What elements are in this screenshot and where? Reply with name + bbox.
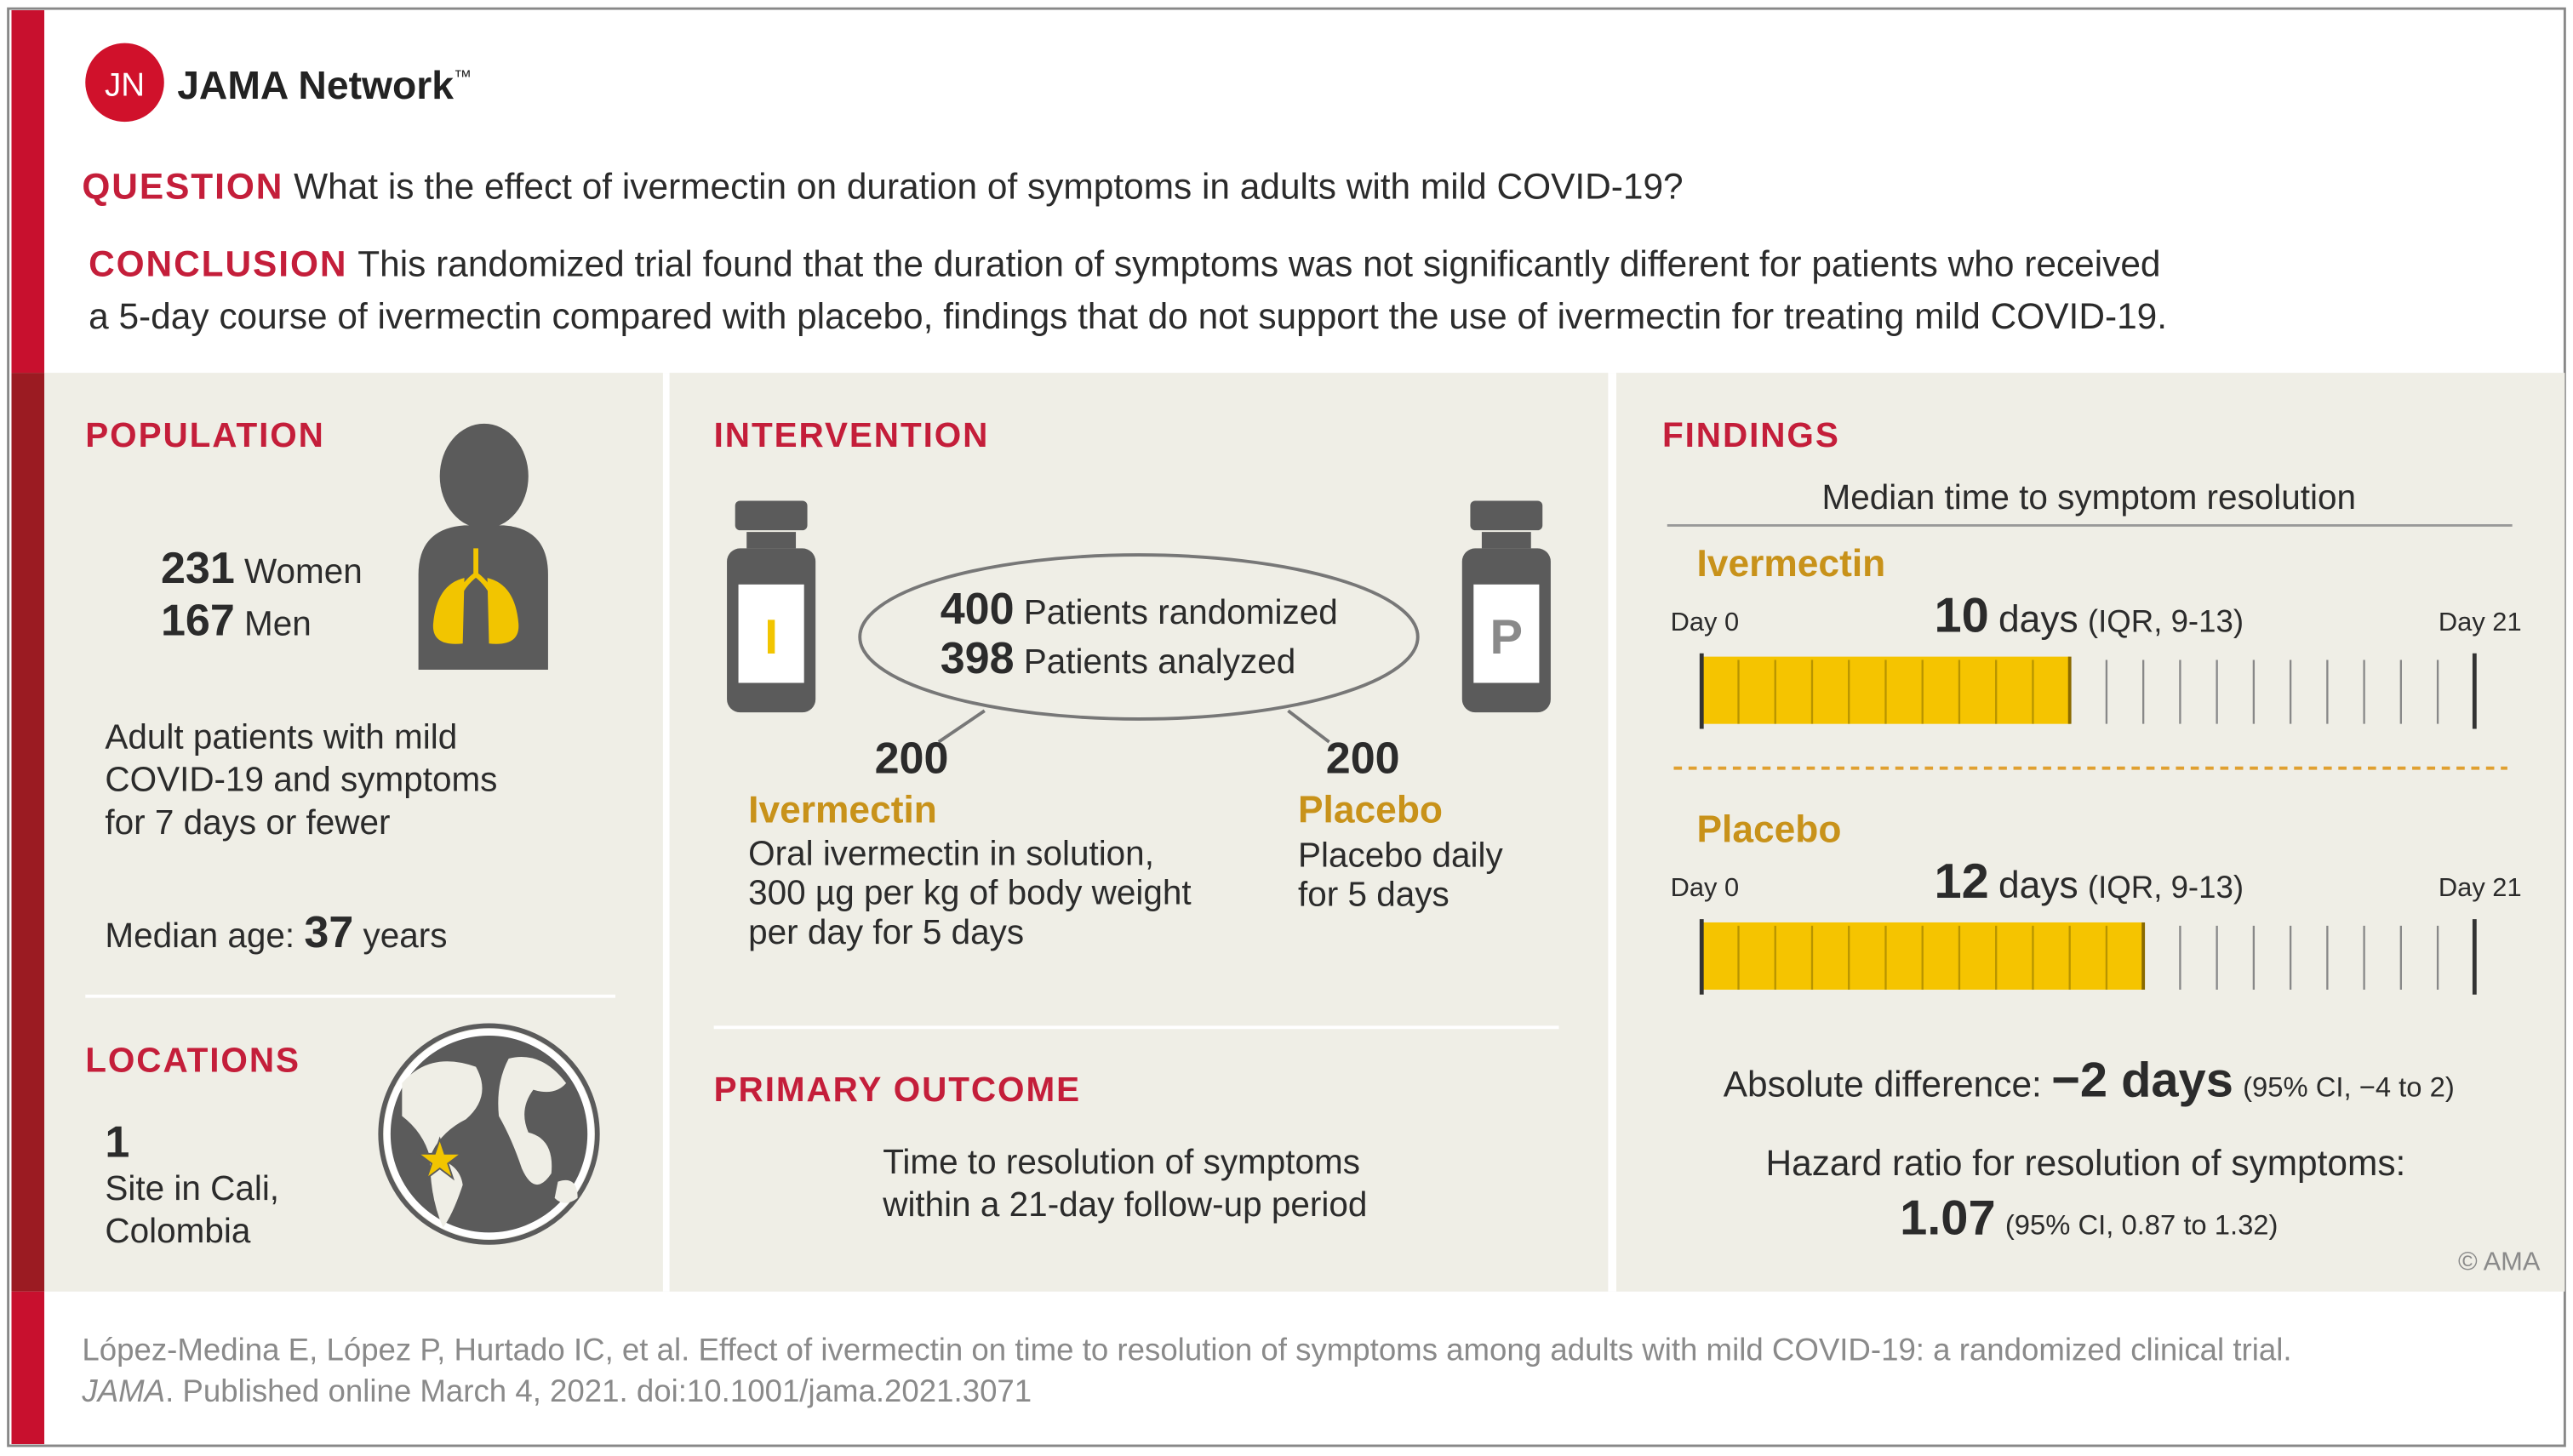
arm-name: Ivermectin bbox=[1696, 543, 1885, 585]
iqr: (IQR, 9-13) bbox=[2088, 870, 2244, 905]
absolute-difference: Absolute difference: −2 days (95% CI, −4… bbox=[1724, 1053, 2455, 1107]
vial-label: I bbox=[764, 610, 778, 665]
ci: (95% CI, 0.87 to 1.32) bbox=[2005, 1208, 2279, 1240]
randomization-ellipse bbox=[858, 553, 1420, 721]
day-label: Day 21 bbox=[2439, 607, 2522, 637]
heading: PRIMARY OUTCOME bbox=[714, 1070, 1081, 1109]
total-label: Patients randomized bbox=[1024, 592, 1338, 631]
value: 37 bbox=[304, 908, 353, 957]
heading: FINDINGS bbox=[1662, 415, 1840, 454]
vial-label: P bbox=[1490, 610, 1524, 665]
arm-count: 200 bbox=[1326, 734, 1400, 784]
value: −2 days bbox=[2051, 1053, 2233, 1107]
unit: days bbox=[1998, 599, 2078, 641]
trademark: ™ bbox=[454, 67, 472, 87]
unit: years bbox=[363, 916, 448, 955]
separator bbox=[1608, 373, 1617, 1292]
copyright: © AMA bbox=[2458, 1247, 2541, 1276]
heading: POPULATION bbox=[85, 415, 325, 454]
day-label: Day 21 bbox=[2439, 872, 2522, 902]
person-icon bbox=[418, 423, 548, 671]
accent-bar bbox=[11, 373, 45, 1292]
logo-initials: JN bbox=[105, 66, 145, 103]
description: COVID-19 and symptoms bbox=[105, 760, 497, 799]
vial-icon bbox=[1461, 500, 1551, 713]
arm-description: 300 µg per kg of body weight bbox=[748, 873, 1192, 912]
count: 1 bbox=[105, 1118, 129, 1168]
description: Site in Cali, bbox=[105, 1168, 279, 1208]
citation-text: . Published online March 4, 2021. doi:10… bbox=[165, 1373, 1032, 1408]
timelines: Day 0 Day 21 Day 0 Day 21 bbox=[1671, 607, 2522, 995]
group-label: Women bbox=[244, 551, 363, 591]
logo-mark bbox=[85, 43, 164, 123]
question-text: What is the effect of ivermectin on dura… bbox=[294, 167, 1684, 207]
group-label: Men bbox=[244, 604, 312, 643]
question: QUESTION What is the effect of ivermecti… bbox=[82, 167, 1683, 207]
connector bbox=[937, 709, 986, 744]
accent-bar bbox=[11, 10, 45, 374]
logo-name-text: JAMA Network bbox=[177, 63, 454, 107]
arm-name: Placebo bbox=[1696, 808, 1841, 850]
ci: (95% CI, −4 to 2) bbox=[2243, 1071, 2455, 1102]
description: Colombia bbox=[105, 1211, 250, 1250]
heading: INTERVENTION bbox=[714, 415, 990, 454]
arm-count: 200 bbox=[875, 734, 949, 784]
group: 167 Men bbox=[161, 597, 312, 646]
separator bbox=[662, 373, 670, 1292]
hazard-ratio-label: Hazard ratio for resolution of symptoms: bbox=[1765, 1143, 2405, 1183]
conclusion-text: a 5-day course of ivermectin compared wi… bbox=[89, 296, 2167, 336]
unit: days bbox=[1998, 865, 2078, 906]
logo-name: JAMA Network™ bbox=[177, 63, 472, 107]
hazard-ratio: 1.07 (95% CI, 0.87 to 1.32) bbox=[1900, 1190, 2278, 1245]
days: 10 bbox=[1934, 589, 1988, 643]
citation: JAMA. Published online March 4, 2021. do… bbox=[81, 1373, 1032, 1408]
connector bbox=[1287, 709, 1330, 744]
count: 398 bbox=[941, 634, 1015, 683]
conclusion-text: This randomized trial found that the dur… bbox=[357, 243, 2160, 283]
label: Absolute difference: bbox=[1724, 1064, 2042, 1104]
arm-name: Placebo bbox=[1298, 789, 1443, 831]
description: Adult patients with mild bbox=[105, 717, 457, 757]
conclusion: CONCLUSION This randomized trial found t… bbox=[89, 243, 2160, 283]
total: 400 Patients randomized bbox=[941, 585, 1338, 634]
arm-description: Oral ivermectin in solution, bbox=[748, 833, 1154, 872]
day-label: Day 0 bbox=[1671, 872, 1740, 902]
total-label: Patients analyzed bbox=[1024, 642, 1295, 681]
group: 231 Women bbox=[161, 544, 363, 593]
arm-description: Placebo daily bbox=[1298, 835, 1503, 874]
count: 167 bbox=[161, 597, 235, 646]
total: 398 Patients analyzed bbox=[941, 634, 1296, 683]
outcome-text: within a 21-day follow-up period bbox=[882, 1185, 1367, 1224]
day-label: Day 0 bbox=[1671, 607, 1740, 637]
count: 400 bbox=[941, 585, 1015, 634]
label: Median age: bbox=[105, 916, 294, 955]
arm-description: per day for 5 days bbox=[748, 912, 1024, 951]
citation: López-Medina E, López P, Hurtado IC, et … bbox=[82, 1333, 2291, 1367]
iqr: (IQR, 9-13) bbox=[2088, 604, 2244, 639]
arm-description: for 5 days bbox=[1298, 875, 1449, 914]
value: 1.07 bbox=[1900, 1190, 1996, 1245]
label: CONCLUSION bbox=[89, 243, 347, 283]
days: 12 bbox=[1934, 854, 1988, 909]
median-age: Median age: 37 years bbox=[105, 908, 447, 957]
outcome-text: Time to resolution of symptoms bbox=[883, 1142, 1360, 1181]
count: 231 bbox=[161, 544, 235, 593]
journal: JAMA bbox=[81, 1373, 165, 1408]
accent-bar bbox=[11, 1291, 45, 1445]
median-days: 10 days (IQR, 9-13) bbox=[1934, 589, 2244, 643]
subtitle: Median time to symptom resolution bbox=[1821, 477, 2356, 517]
heading: LOCATIONS bbox=[85, 1040, 300, 1079]
description: for 7 days or fewer bbox=[105, 802, 390, 842]
label: QUESTION bbox=[82, 167, 283, 207]
vial-icon bbox=[727, 500, 816, 713]
arm-name: Ivermectin bbox=[748, 789, 937, 831]
median-days: 12 days (IQR, 9-13) bbox=[1934, 854, 2244, 909]
globe-icon bbox=[378, 1023, 600, 1245]
